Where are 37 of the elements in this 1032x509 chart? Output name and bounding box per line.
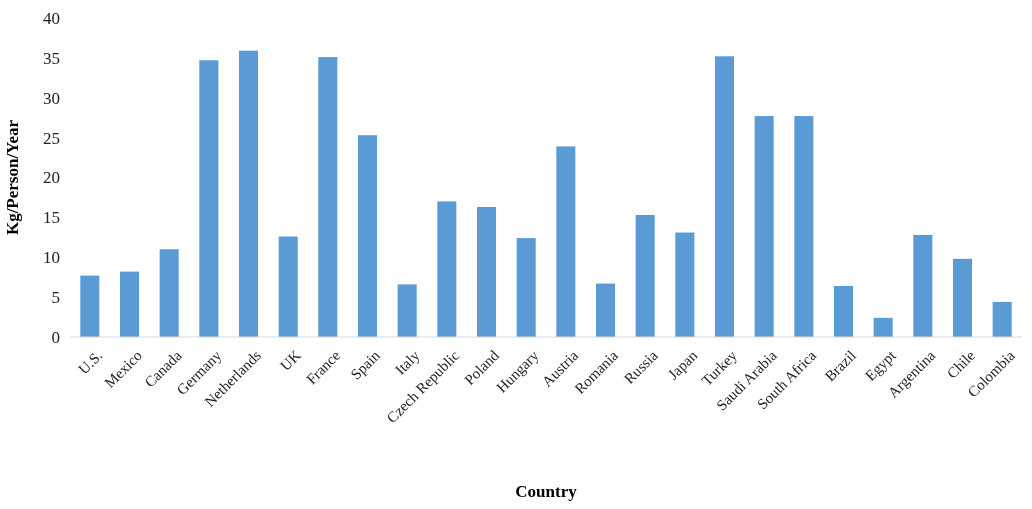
bar — [992, 301, 1012, 337]
bar — [199, 60, 219, 337]
bar — [437, 201, 457, 337]
y-tick-label: 20 — [43, 168, 60, 188]
bar — [119, 271, 140, 337]
y-tick-label: 30 — [43, 88, 60, 108]
x-tick-label: U.S. — [75, 347, 106, 378]
bar — [476, 207, 497, 337]
bar — [238, 50, 259, 337]
bar — [556, 146, 576, 337]
y-tick-label: 0 — [51, 327, 60, 347]
y-tick-label: 25 — [43, 128, 60, 148]
bar — [952, 258, 973, 337]
bar — [873, 317, 893, 337]
bar — [595, 283, 616, 337]
y-tick-label: 15 — [43, 208, 60, 228]
bar — [675, 232, 695, 337]
bar — [635, 214, 655, 337]
bar — [357, 135, 378, 337]
bar — [794, 116, 814, 337]
bar — [278, 236, 298, 337]
bar — [318, 57, 338, 337]
bar — [913, 234, 933, 337]
bar — [754, 116, 774, 337]
y-axis-title: Kg/Person/Year — [3, 119, 22, 236]
y-tick-label: 10 — [43, 248, 60, 268]
y-tick-label: 5 — [51, 288, 60, 308]
bar — [397, 284, 417, 337]
x-tick-label: UK — [277, 347, 304, 374]
y-tick-label: 40 — [43, 8, 60, 28]
x-axis-title: Country — [515, 482, 578, 501]
bar — [516, 238, 536, 337]
bar — [833, 285, 854, 337]
bar — [159, 249, 179, 337]
y-tick-label: 35 — [43, 48, 60, 68]
bar — [714, 56, 735, 337]
bar — [80, 275, 100, 337]
